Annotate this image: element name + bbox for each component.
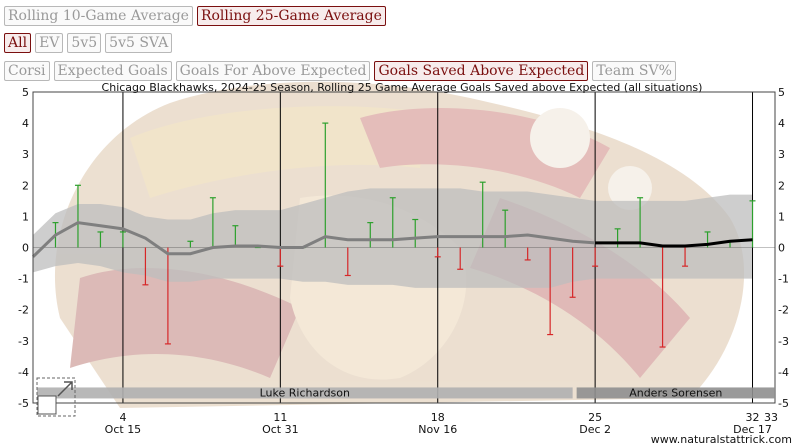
x-tick-game: 32 (746, 411, 760, 424)
y-tick-left: 1 (22, 210, 29, 223)
goalie-label: Anders Sorensen (629, 386, 722, 399)
situation-5v5-button[interactable]: 5v5 (67, 33, 102, 53)
metric-gfax-button[interactable]: Goals For Above Expected (175, 61, 371, 81)
expand-icon-box (37, 395, 57, 415)
y-tick-left: -2 (18, 304, 29, 317)
goalie-span-1 (576, 387, 775, 399)
metric-gsax-button[interactable]: Goals Saved Above Expected (374, 61, 589, 81)
y-tick-right: 0 (778, 242, 785, 255)
source-credit: www.naturalstattrick.com (651, 433, 792, 446)
situation-5v5-sva-button[interactable]: 5v5 SVA (105, 33, 173, 53)
x-tick-game: 18 (431, 411, 445, 424)
expand-icon-arrow (57, 381, 73, 397)
x-tick-date: Nov 16 (418, 423, 457, 436)
metric-expected-goals-button[interactable]: Expected Goals (53, 61, 172, 81)
y-tick-right: 1 (778, 210, 785, 223)
metric-team-svpct-button[interactable]: Team SV% (592, 61, 676, 81)
y-tick-left: 0 (22, 242, 29, 255)
rolling-10-button[interactable]: Rolling 10-Game Average (4, 6, 193, 26)
x-tick-date: Oct 15 (105, 423, 142, 436)
y-tick-left: 3 (22, 148, 29, 161)
metric-corsi-button[interactable]: Corsi (4, 61, 50, 81)
y-tick-left: -4 (18, 366, 29, 379)
x-tick-date: Oct 31 (262, 423, 299, 436)
expand-icon[interactable] (36, 377, 76, 417)
x-tick-game: 11 (273, 411, 287, 424)
situation-toggle: All EV 5v5 5v5 SVA (4, 33, 173, 53)
y-tick-right: -1 (778, 273, 789, 286)
situation-all-button[interactable]: All (4, 33, 32, 53)
x-tick-game: 4 (119, 411, 126, 424)
y-tick-right: 4 (778, 117, 785, 130)
expand-icon-frame (36, 377, 76, 417)
y-tick-left: 2 (22, 179, 29, 192)
y-tick-right: 2 (778, 179, 785, 192)
y-tick-left: 4 (22, 117, 29, 130)
y-tick-left: 5 (22, 86, 29, 99)
rolling-25-button[interactable]: Rolling 25-Game Average (196, 6, 386, 26)
chart-title: Chicago Blackhawks, 2024-25 Season, Roll… (102, 81, 703, 94)
x-tick-date: Dec 17 (733, 423, 772, 436)
y-tick-right: -4 (778, 366, 789, 379)
x-tick-date: Dec 2 (579, 423, 611, 436)
y-tick-right: 5 (778, 86, 785, 99)
y-tick-right: -5 (778, 397, 789, 410)
y-tick-left: -3 (18, 335, 29, 348)
goalie-span-0 (37, 387, 573, 399)
rolling-average-recent-line (595, 238, 753, 248)
situation-ev-button[interactable]: EV (35, 33, 64, 53)
x-tick-game: 33 (764, 411, 778, 424)
plot-frame (32, 91, 776, 404)
rolling-average-line (31, 221, 596, 258)
y-tick-right: -2 (778, 304, 789, 317)
metric-toggle: Corsi Expected Goals Goals For Above Expec… (4, 61, 676, 81)
goalie-label: Luke Richardson (260, 386, 350, 399)
rolling-window-toggle: Rolling 10-Game Average Rolling 25-Game A… (4, 6, 386, 26)
y-tick-right: -3 (778, 335, 789, 348)
y-tick-right: 3 (778, 148, 785, 161)
x-tick-game: 25 (588, 411, 602, 424)
y-tick-left: -1 (18, 273, 29, 286)
y-tick-left: -5 (18, 397, 29, 410)
